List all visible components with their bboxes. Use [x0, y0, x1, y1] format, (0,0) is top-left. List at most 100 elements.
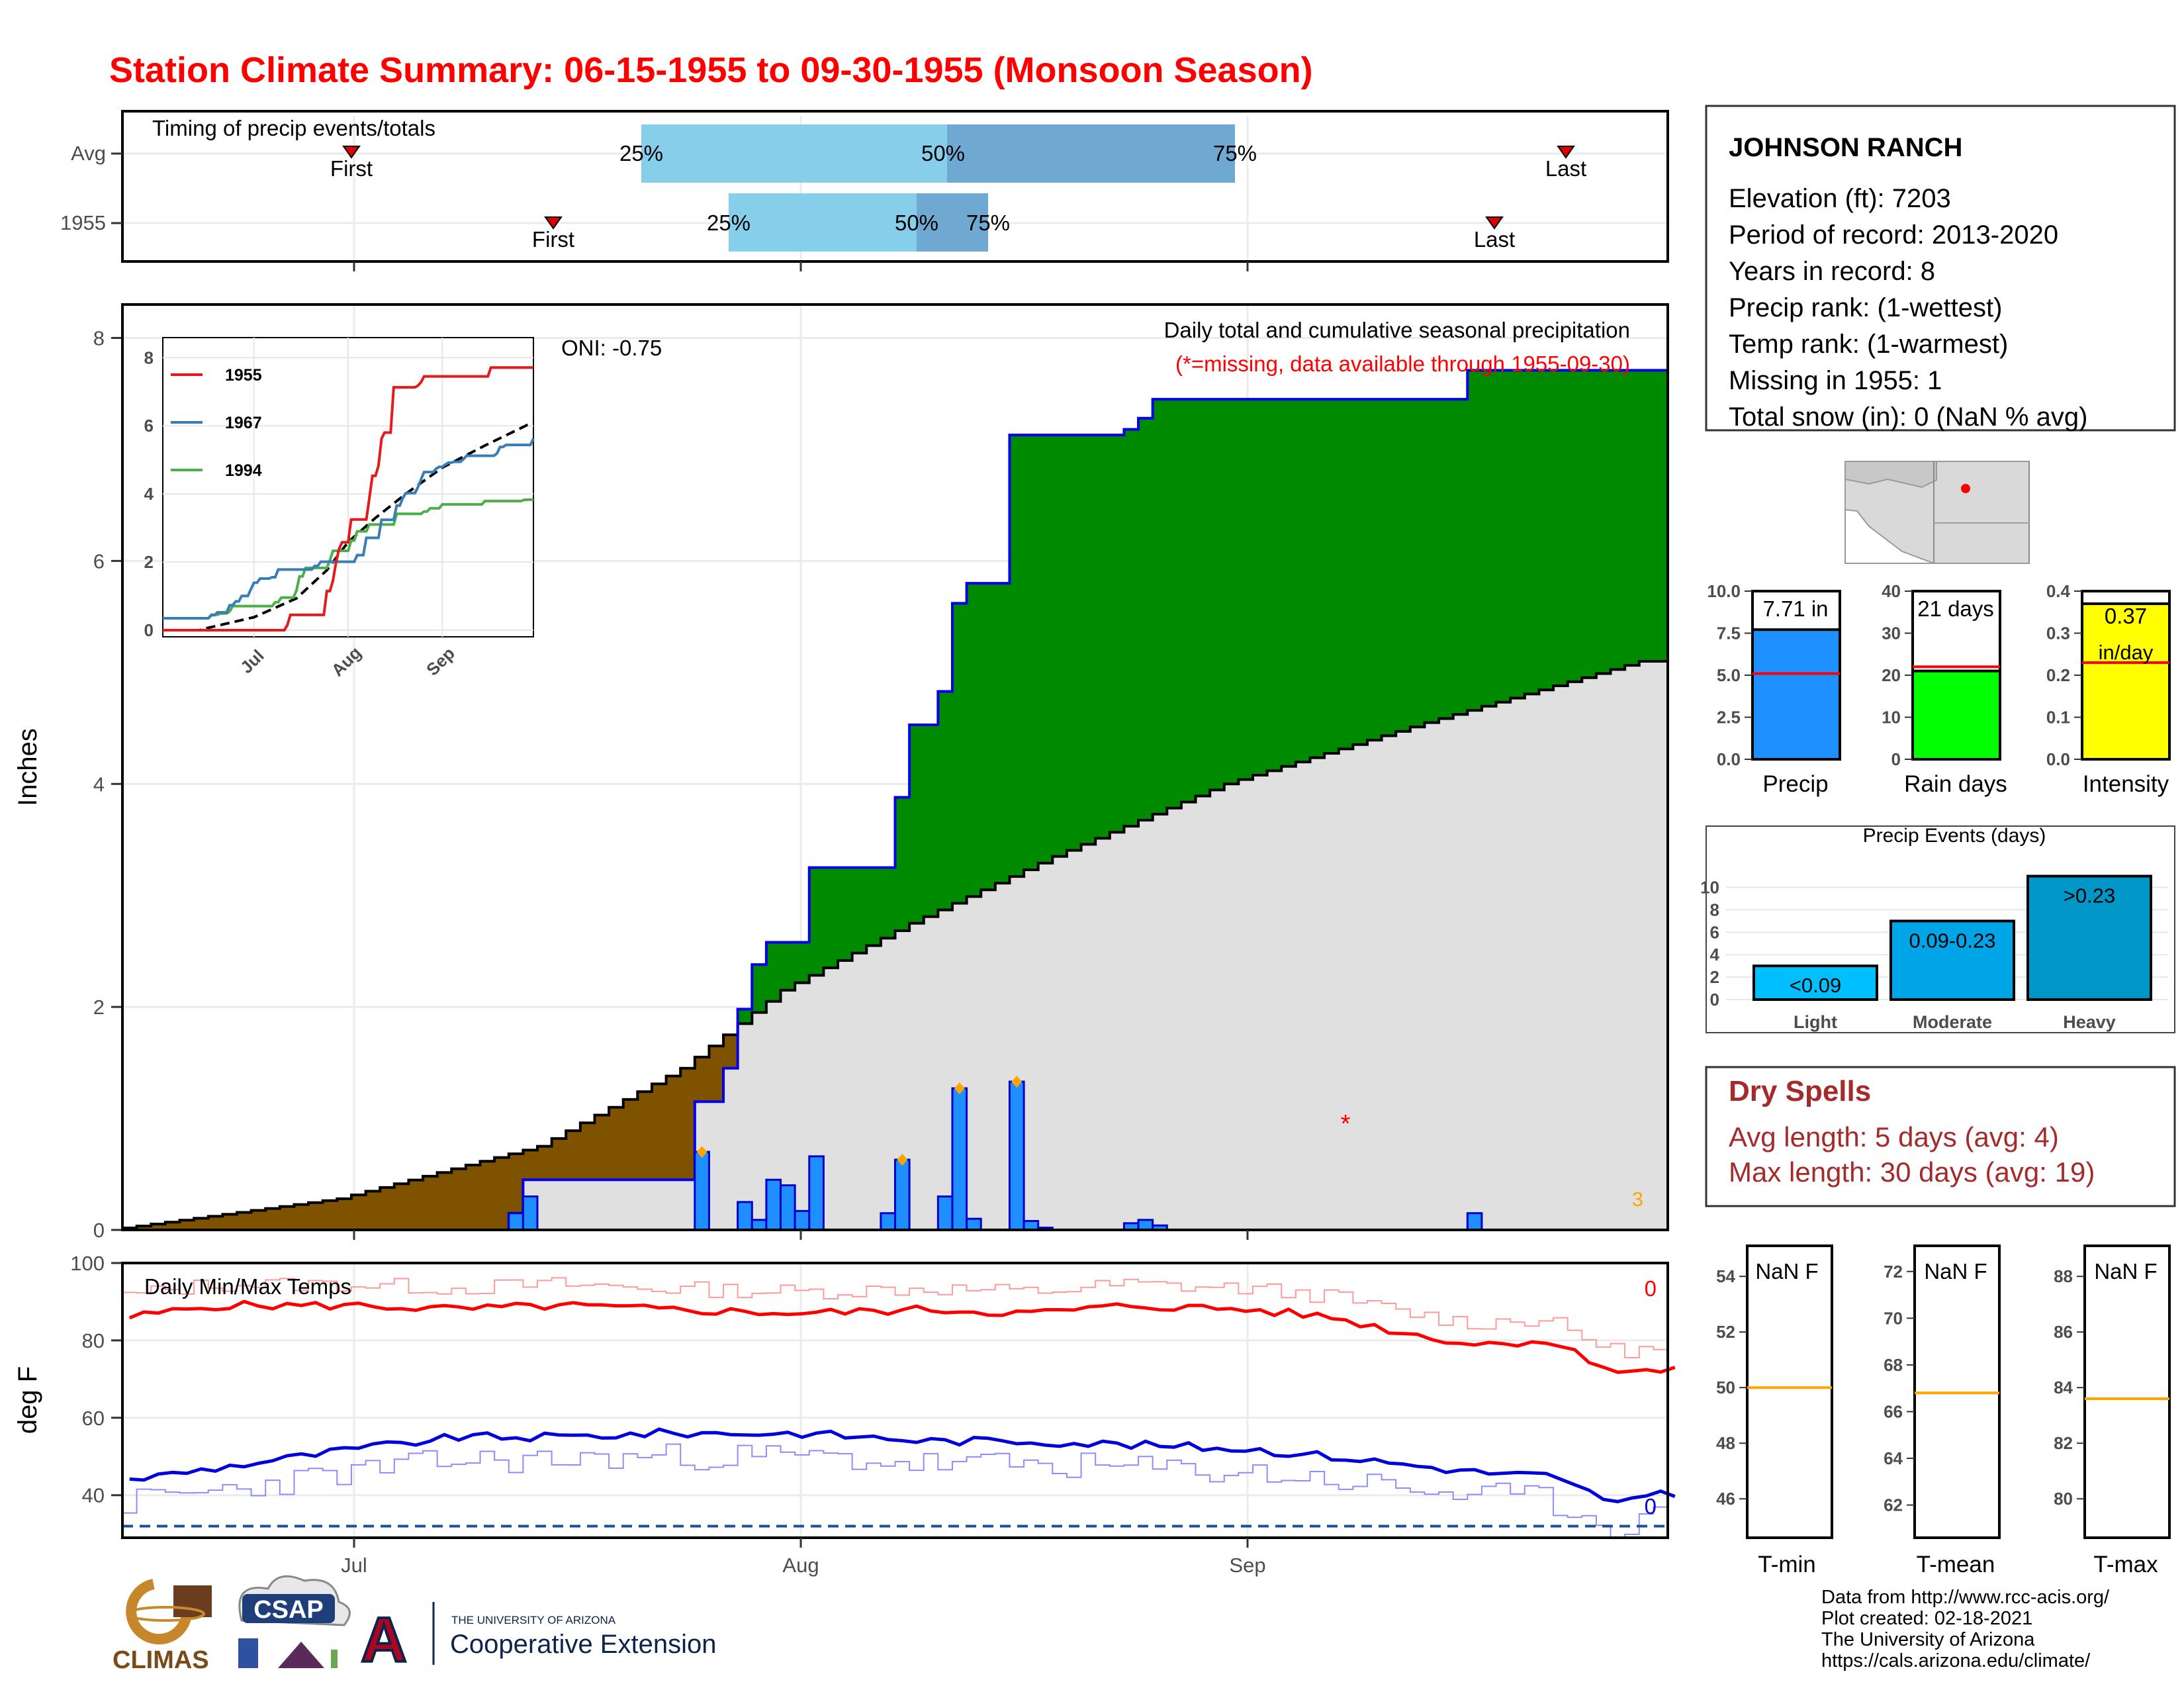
daily-precip-bar	[737, 1201, 753, 1231]
tsum-tmin-value: NaN F	[1755, 1259, 1818, 1284]
tsum-tick-label: 64	[1884, 1448, 1903, 1468]
daily-precip-bar	[765, 1178, 782, 1231]
temp-y-tick-label: 80	[82, 1329, 105, 1352]
yr-25-label: 25%	[707, 211, 751, 235]
footer-plot-created: Plot created: 02-18-2021	[1821, 1608, 2032, 1629]
station-elevation: Elevation (ft): 7203	[1729, 184, 1951, 213]
inset-y-tick-label: 6	[144, 416, 154, 436]
summary-bars: 0.0 2.5 5.0 7.5 10.0 0 10 20 30 40 0.0 0.1 0.2 0.3 0.4…	[1707, 581, 2171, 797]
tsum-tmin-label: T-min	[1758, 1552, 1816, 1577]
precip-y-tick-label: 6	[93, 549, 105, 573]
summary-precip: Precip 7.71 in	[1762, 596, 1828, 797]
timing-row-label-avg: Avg	[71, 142, 106, 165]
summary-tick-label: 2.5	[1717, 708, 1741, 727]
daily-precip-bar	[1008, 1080, 1025, 1231]
station-info-box: JOHNSON RANCH Elevation (ft): 7203 Perio…	[1705, 105, 2176, 432]
missing-count: 3	[1632, 1188, 1643, 1211]
temp-summary: 46 48 50 52 54 62 64 66 68 70 72 80 82 84 86 88 T-min NaN…	[1716, 1244, 2171, 1577]
tsum-tmax-label: T-max	[2093, 1552, 2158, 1577]
station-location-dot	[1961, 484, 1970, 493]
cumulative-deficit-area	[122, 1035, 738, 1230]
station-period: Period of record: 2013-2020	[1729, 220, 2058, 250]
dry-spells-title: Dry Spells	[1729, 1075, 1871, 1107]
ua-top-text: THE UNIVERSITY OF ARIZONA	[451, 1614, 616, 1626]
station-temp-rank: Temp rank: (1-warmest)	[1729, 330, 2008, 359]
footer-data-source: Data from http://www.rcc-acis.org/	[1821, 1587, 2110, 1608]
tmin-daily-line	[122, 1443, 1668, 1538]
dry-spells-max: Max length: 30 days (avg: 19)	[1729, 1156, 2095, 1188]
avg-50-75-band	[947, 124, 1235, 183]
summary-tick-label: 0.1	[2046, 708, 2070, 727]
summary-intensity-unit: in/day	[2099, 641, 2154, 664]
summary-bar-value	[1751, 628, 1841, 761]
summary-tick-label: 40	[1882, 581, 1901, 601]
temp-count-max: 0	[1645, 1276, 1657, 1301]
timing-panel: Timing of precip events/totals 25% 50% 7…	[60, 110, 1669, 271]
events-bar-label: <0.09	[1790, 974, 1841, 997]
tsum-tick-label: 68	[1884, 1355, 1903, 1375]
tsum-tick-label: 62	[1884, 1495, 1903, 1515]
tsum-tick-label: 80	[2054, 1489, 2073, 1509]
events-bar-label: >0.23	[2064, 884, 2115, 908]
inset-legend-1994: 1994	[225, 461, 262, 480]
summary-intensity-value: 0.37	[2105, 604, 2147, 628]
precip-y-tick-label: 4	[93, 773, 105, 796]
temp-y-tick-label: 40	[82, 1484, 105, 1507]
precip-subtitle: Daily total and cumulative seasonal prec…	[1164, 318, 1630, 342]
daily-precip-bar	[1137, 1219, 1154, 1231]
inset-y-tick-label: 2	[144, 552, 154, 572]
daily-precip-bar	[966, 1217, 982, 1231]
events-cat-light: Light	[1794, 1012, 1837, 1032]
dry-spells-box: Dry Spells Avg length: 5 days (avg: 4) M…	[1705, 1066, 2176, 1207]
inset-legend-1955: 1955	[225, 366, 262, 385]
daily-precip-bar	[936, 1195, 954, 1231]
heavy-event-marker	[954, 1082, 965, 1095]
csap-logo-text: CSAP	[253, 1596, 324, 1624]
events-y-tick-label: 6	[1710, 922, 1719, 942]
summary-tick-label: 20	[1882, 665, 1901, 685]
summary-raindays-value: 21 days	[1917, 596, 1994, 621]
daily-precip-bar	[508, 1212, 524, 1231]
daily-precip-bar	[794, 1209, 811, 1231]
university-of-arizona-logo: A THE UNIVERSITY OF ARIZONA Cooperative …	[359, 1602, 716, 1677]
ua-bottom-text: Cooperative Extension	[450, 1630, 716, 1659]
events-bar-label: 0.09-0.23	[1909, 929, 1996, 952]
tmax-average-line	[128, 1299, 1676, 1374]
yr-first-marker	[544, 216, 563, 230]
summary-tick-label: 10.0	[1707, 581, 1741, 601]
avg-25-label: 25%	[619, 141, 663, 165]
climas-logo-text: CLIMAS	[113, 1646, 209, 1674]
temp-frame	[121, 1262, 1669, 1539]
summary-intensity-label: Intensity	[2083, 771, 2169, 797]
daily-precip-bar	[1023, 1220, 1040, 1231]
heavy-event-marker	[696, 1146, 707, 1158]
daily-precip-bar	[951, 1087, 968, 1231]
tsum-tick-label: 54	[1716, 1266, 1735, 1286]
average-cumulative-line	[122, 659, 1668, 1230]
heavy-event-marker	[897, 1153, 908, 1166]
tsum-tick-label: 86	[2054, 1322, 2073, 1342]
cumulative-surplus-area	[737, 370, 1668, 1024]
tsum-frame	[1746, 1244, 1833, 1539]
inset-y-tick-label: 0	[144, 620, 154, 640]
summary-tick-label: 0	[1891, 749, 1901, 769]
inset-legend-1967: 1967	[225, 414, 262, 432]
inset-1967-line	[163, 438, 535, 620]
events-cat-heavy: Heavy	[2063, 1012, 2116, 1032]
precip-panel: 0 2 4 6 8 Daily total and cumulative seasona…	[13, 303, 1669, 1242]
precip-y-tick-label: 0	[93, 1219, 105, 1242]
tsum-tick-label: 66	[1884, 1401, 1903, 1421]
locator-map	[1844, 461, 2030, 564]
yr-75-label: 75%	[966, 211, 1010, 235]
precip-events-chart: Precip Events (days) 0 2 4 6 8 10 <0.09 0.09-0.…	[1700, 825, 2175, 1033]
tmin-average-line	[129, 1427, 1676, 1503]
x-tick-jul: Jul	[341, 1554, 367, 1577]
temp-count-min: 0	[1645, 1494, 1657, 1519]
avg-last-label: Last	[1545, 156, 1586, 181]
yr-50-label: 50%	[895, 211, 938, 235]
missing-marker: *	[1341, 1110, 1351, 1138]
avg-first-marker	[342, 146, 361, 159]
temp-y-ticks: 40 60 80 100	[70, 1252, 122, 1507]
